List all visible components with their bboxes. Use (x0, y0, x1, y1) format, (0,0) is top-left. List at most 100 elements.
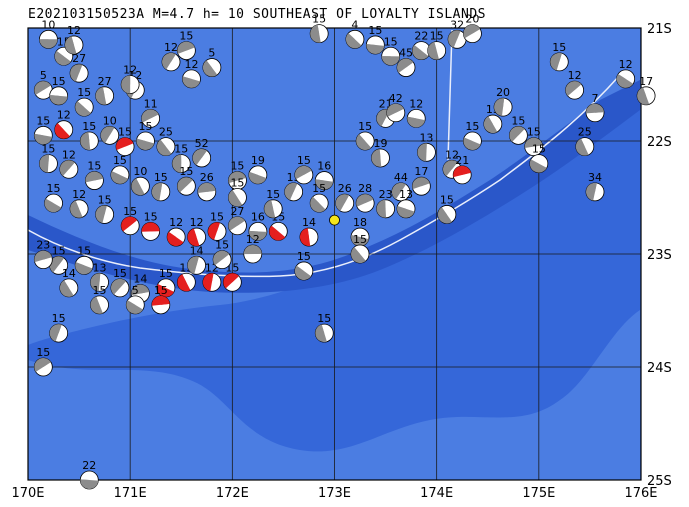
map-border (27, 27, 642, 481)
beachball-compression (299, 167, 312, 175)
depth-label: 12 (62, 148, 76, 161)
beachball-compression (100, 126, 115, 144)
beachball-compression (40, 250, 52, 260)
depth-label: 15 (52, 312, 66, 325)
focal-mechanism-beachball: 15 (314, 312, 334, 343)
beachball-compression (412, 45, 429, 60)
focal-mechanism-beachball: 13 (90, 261, 109, 292)
beachball-compression (132, 178, 141, 191)
focal-mechanism-beachball: 13 (396, 188, 416, 219)
focal-mechanism-beachball: 10 (100, 114, 120, 145)
focal-mechanism-beachball: 5 (125, 284, 145, 315)
beachball-compression (345, 33, 362, 49)
beachball-compression (460, 166, 471, 175)
beachball-compression (187, 256, 199, 266)
beachball-compression (414, 45, 422, 58)
beachball-compression (75, 262, 93, 275)
depth-label: 27 (98, 75, 112, 88)
beachball-compression (150, 222, 160, 232)
beachball-compression (49, 95, 68, 105)
focal-mechanism-beachball: 12 (120, 64, 140, 94)
depth-label: 32 (450, 18, 464, 31)
beachball-compression (381, 56, 400, 66)
beachball-compression (110, 171, 129, 184)
beachball-compression (300, 228, 309, 239)
depth-label: 12 (246, 233, 260, 246)
beachball-compression (126, 300, 143, 314)
depth-label: 44 (394, 171, 408, 184)
depth-label: 27 (72, 52, 86, 65)
focal-mechanism-beachball: 14 (59, 267, 79, 298)
depth-label: 5 (208, 47, 215, 60)
beachball-compression (271, 225, 279, 239)
focal-mechanism-beachball: 34 (585, 171, 605, 202)
beachball-compression (208, 222, 220, 240)
beachball-compression (121, 75, 131, 85)
depth-label: 15 (317, 312, 331, 325)
depth-label: 45 (399, 47, 413, 60)
focal-mechanism-beachball: 15 (74, 86, 94, 117)
depth-label: 22 (82, 459, 96, 472)
y-tick-label: 22S (647, 135, 672, 150)
focal-mechanism-beachball: 15 (95, 193, 115, 224)
depth-label: 28 (358, 182, 372, 195)
focal-mechanism-beachball: 15 (110, 267, 130, 298)
depth-label: 11 (144, 97, 158, 110)
beachball-compression (248, 171, 267, 184)
focal-mechanism-beachball: 15 (509, 114, 528, 145)
focal-mechanism-beachball: 22 (79, 459, 99, 490)
depth-label: 15 (430, 30, 444, 43)
depth-label: 15 (159, 267, 173, 280)
focal-mechanism-beachball: 27 (95, 75, 115, 106)
beachball-compression (121, 138, 134, 147)
beachball-compression (397, 206, 407, 218)
beachball-compression (180, 179, 193, 187)
axis-labels: 170E 171E 172E 173E 174E 175E 176E 21S 22S 23S 24S… (11, 22, 671, 501)
beachball-compression (187, 256, 199, 274)
depth-label: 10 (103, 114, 117, 127)
beachball-compression (136, 138, 155, 150)
depth-label: 15 (312, 13, 326, 26)
beachball-compression (229, 189, 238, 203)
beachball-compression (550, 53, 562, 62)
depth-label: 13 (93, 261, 107, 274)
x-tick-label: 172E (216, 486, 249, 501)
beachball-compression (70, 64, 83, 82)
depth-label: 15 (93, 284, 107, 297)
depth-label: 15 (52, 75, 66, 88)
beachball-compression (310, 196, 326, 213)
depth-label: 10 (41, 18, 55, 31)
depth-label: 15 (230, 160, 244, 173)
focal-mechanism-beachball: 20 (493, 86, 513, 117)
focal-mechanism-beachball: 12 (64, 24, 84, 55)
focal-mechanism-beachball: 15 (136, 120, 155, 151)
beachball-compression (586, 183, 597, 192)
depth-label: 15 (174, 143, 188, 156)
depth-label: 20 (496, 86, 510, 99)
beachball-compression (158, 139, 166, 153)
beachball-compression (391, 104, 404, 113)
beachball-compression (151, 182, 163, 201)
focal-mechanism-beachball: 15 (549, 41, 569, 72)
focal-mechanism-beachball: 12 (54, 109, 74, 140)
beachball-compression (366, 44, 385, 54)
beachball-compression (264, 200, 274, 211)
focal-mechanism-beachball: 14 (187, 244, 206, 275)
beachball-compression (205, 182, 216, 192)
beachball-compression (182, 76, 201, 88)
focal-mechanism-beachball: 15 (294, 250, 314, 281)
depth-label: 15 (297, 250, 311, 263)
beachball-compression (252, 245, 262, 254)
beachball-compression (92, 171, 104, 181)
focal-mechanism-beachball: 15 (355, 120, 375, 151)
beachball-compression (65, 36, 74, 48)
depth-label: 25 (159, 126, 173, 139)
depth-label: 15 (98, 193, 112, 206)
depth-label: 15 (77, 244, 91, 257)
beachball-compression (39, 154, 50, 164)
depth-label: 12 (72, 188, 86, 201)
x-tick-label: 171E (114, 486, 147, 501)
depth-label: 15 (36, 346, 50, 359)
depth-label: 21 (455, 154, 469, 167)
focal-mechanism-beachball: 17 (411, 165, 431, 196)
